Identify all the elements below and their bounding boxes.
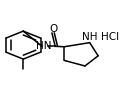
Text: NH: NH: [82, 33, 97, 42]
Text: HCl: HCl: [101, 33, 119, 42]
Text: HN: HN: [36, 41, 52, 51]
Text: O: O: [49, 24, 57, 34]
